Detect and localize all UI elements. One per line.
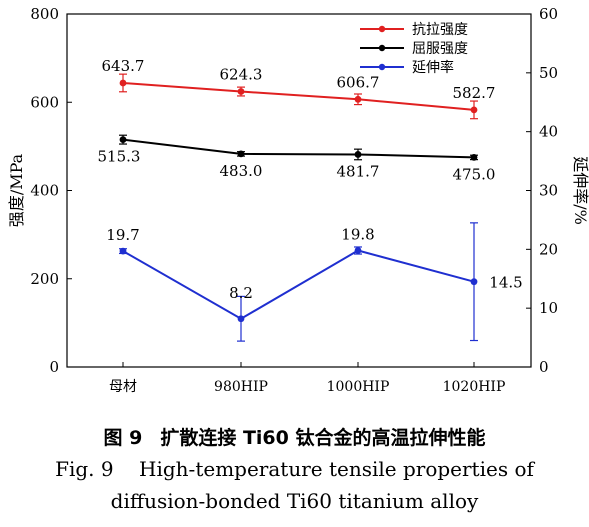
x-tick-label: 1020HIP xyxy=(443,379,506,395)
data-point xyxy=(470,278,478,286)
y-tick-label: 200 xyxy=(30,270,59,288)
data-label: 19.8 xyxy=(341,226,374,244)
y2-tick-label: 0 xyxy=(539,358,549,376)
y-tick-label: 0 xyxy=(49,358,59,376)
data-point xyxy=(470,106,478,114)
data-label: 14.5 xyxy=(489,274,522,292)
data-label: 643.7 xyxy=(102,57,145,75)
legend-label: 抗拉强度 xyxy=(412,22,468,38)
data-point xyxy=(237,88,245,95)
legend-label: 延伸率 xyxy=(412,59,454,76)
data-point xyxy=(354,95,362,103)
chart: 0 200 400 600 800 0 10 20 30 40 50 60 母材 980HIP 1000HI… xyxy=(7,5,589,395)
figure-caption-en-line1: Fig. 9 High-temperature tensile properti… xyxy=(55,457,534,481)
data-point xyxy=(237,315,245,323)
legend-label: 屈服强度 xyxy=(412,41,468,57)
y-tick-label: 600 xyxy=(30,93,59,111)
data-label: 606.7 xyxy=(337,73,380,91)
data-point xyxy=(119,136,127,144)
data-point xyxy=(470,154,478,161)
legend-item-3: 延伸率 xyxy=(360,59,454,76)
legend-item-2: 屈服强度 xyxy=(360,41,468,57)
data-point xyxy=(354,151,362,158)
figure-title-cn: 扩散连接 Ti60 钛合金的高温拉伸性能 xyxy=(160,427,486,449)
series-2: 515.3 483.0 481.7 475.0 xyxy=(98,134,496,183)
figure-caption-cn: 图 9 扩散连接 Ti60 钛合金的高温拉伸性能 xyxy=(0,423,589,450)
chart-axes: 0 200 400 600 800 0 10 20 30 40 50 60 母材 980HIP 1000HI… xyxy=(7,5,589,395)
y-tick-label: 800 xyxy=(30,5,59,23)
y2-tick-label: 10 xyxy=(539,299,558,317)
series-line xyxy=(122,249,475,320)
y2-tick-label: 30 xyxy=(539,182,558,200)
data-label: 624.3 xyxy=(220,66,263,84)
y-tick-label: 400 xyxy=(30,182,59,200)
series-line xyxy=(122,138,475,159)
series-line xyxy=(122,81,475,111)
data-label: 515.3 xyxy=(98,148,141,166)
data-label: 481.7 xyxy=(337,162,380,180)
y-axis-title: 强度/MPa xyxy=(7,153,26,227)
figure-number-cn: 图 9 xyxy=(103,427,143,449)
legend-item-1: 抗拉强度 xyxy=(360,22,468,38)
data-label: 475.0 xyxy=(453,165,496,183)
series-3: 19.7 8.2 19.8 14.5 xyxy=(106,222,523,342)
y2-tick-label: 40 xyxy=(539,123,558,141)
data-label: 582.7 xyxy=(453,84,496,102)
data-point xyxy=(119,79,127,87)
chart-series: 643.7 624.3 606.7 582.7 515.3 483.0 481.7 475.0… xyxy=(98,57,523,342)
data-point xyxy=(237,150,245,158)
x-tick-label: 母材 xyxy=(109,379,137,395)
data-point xyxy=(354,247,362,254)
x-tick-label: 980HIP xyxy=(214,379,268,395)
legend-marker xyxy=(378,25,386,33)
series-1: 643.7 624.3 606.7 582.7 xyxy=(102,57,496,120)
legend-marker xyxy=(378,44,386,52)
legend-marker xyxy=(378,63,386,71)
data-label: 19.7 xyxy=(106,226,139,244)
y2-tick-label: 50 xyxy=(539,64,558,82)
data-label: 8.2 xyxy=(229,284,253,302)
y2-tick-label: 20 xyxy=(539,240,558,258)
figure-caption-en-line2: diffusion-bonded Ti60 titanium alloy xyxy=(110,489,479,513)
data-label: 483.0 xyxy=(220,162,263,180)
data-point xyxy=(119,247,127,255)
x-tick-label: 1000HIP xyxy=(327,379,390,395)
y2-tick-label: 60 xyxy=(539,5,558,23)
y2-axis-title: 延伸率/% xyxy=(571,156,589,225)
